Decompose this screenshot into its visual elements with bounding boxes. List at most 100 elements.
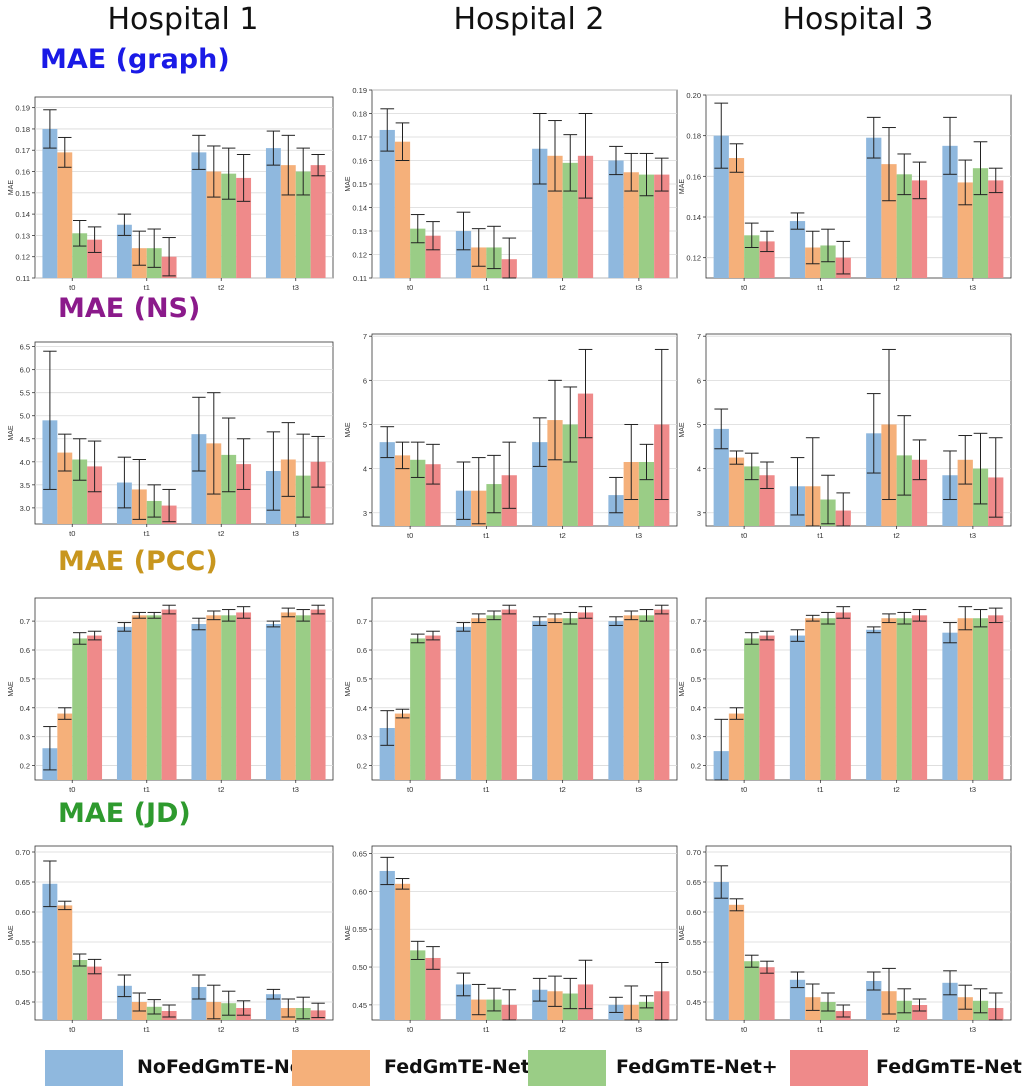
x-tick-label: t1 — [817, 785, 823, 794]
row-title-pcc: MAE (PCC) — [58, 546, 218, 577]
y-tick-label: 0.15 — [15, 189, 30, 198]
bar-fedgmte-net-t0 — [728, 713, 745, 780]
bar-fedgmte-net-plus-t0 — [72, 638, 88, 780]
y-axis-label: MAE — [679, 681, 686, 697]
x-tick-label: t0 — [741, 1025, 747, 1034]
chart-jd-hospital-1: 0.45 0.50 0.55 0.60 0.65 0.70 MAE t0 t1 t2 t3 — [8, 845, 334, 1034]
bar-nofedgmte-net-t3 — [942, 632, 958, 780]
bar-fedgmte-net-plus-plus-t1 — [835, 612, 851, 780]
bar-nofedgmte-net-t1 — [789, 221, 806, 278]
x-tick-label: t1 — [144, 785, 150, 794]
bar-fedgmte-net-plus-t3 — [638, 1001, 655, 1020]
bar-nofedgmte-net-t0 — [379, 442, 395, 526]
x-tick-label: t2 — [893, 1025, 899, 1034]
bar-fedgmte-net-t2 — [206, 171, 222, 278]
x-tick-label: t3 — [636, 531, 642, 540]
bar-fedgmte-net-t2 — [206, 615, 222, 780]
bar-nofedgmte-net-t3 — [942, 475, 958, 526]
x-tick-label: t1 — [483, 531, 489, 540]
bar-fedgmte-net-plus-t3 — [638, 174, 655, 278]
bar-fedgmte-net-plus-plus-t0 — [759, 635, 775, 780]
legend-swatch-fedgmte-net — [292, 1050, 370, 1086]
y-tick-label: 0.16 — [15, 168, 30, 177]
bar-fedgmte-net-plus-plus-t0 — [425, 464, 441, 526]
bar-fedgmte-net-t0 — [728, 158, 745, 278]
x-tick-label: t0 — [407, 531, 413, 540]
bar-fedgmte-net-plus-t2 — [562, 424, 578, 526]
bar-nofedgmte-net-t2 — [866, 137, 882, 278]
y-tick-label: 6 — [363, 376, 367, 385]
chart-graph-hospital-2: 0.11 0.12 0.13 0.14 0.15 0.16 0.17 0.18 0.19 MAE t… — [345, 86, 678, 292]
bar-nofedgmte-net-t2 — [532, 621, 548, 780]
bar-fedgmte-net-plus-t0 — [410, 950, 426, 1020]
y-tick-label: 3 — [697, 509, 701, 518]
y-tick-label: 4 — [697, 465, 701, 474]
bar-nofedgmte-net-t3 — [265, 994, 281, 1020]
bar-fedgmte-net-plus-t2 — [562, 618, 578, 780]
bar-nofedgmte-net-t0 — [379, 129, 395, 278]
bar-nofedgmte-net-t1 — [116, 985, 132, 1020]
y-tick-label: 4.0 — [20, 458, 30, 467]
y-axis-label: MAE — [345, 422, 352, 438]
x-tick-label: t0 — [741, 785, 747, 794]
bar-fedgmte-net-t1 — [471, 618, 487, 780]
bar-fedgmte-net-plus-plus-t0 — [759, 967, 775, 1020]
y-tick-label: 0.50 — [15, 968, 30, 977]
y-tick-label: 0.20 — [686, 91, 701, 100]
x-tick-label: t1 — [144, 283, 150, 292]
x-tick-label: t3 — [293, 529, 299, 538]
bar-fedgmte-net-plus-t3 — [972, 168, 989, 278]
y-tick-label: 0.12 — [15, 253, 30, 262]
bar-fedgmte-net-plus-t2 — [221, 615, 237, 780]
bar-nofedgmte-net-t0 — [713, 882, 729, 1020]
bar-fedgmte-net-plus-plus-t0 — [425, 235, 441, 278]
y-tick-label: 0.7 — [691, 617, 701, 626]
bar-fedgmte-net-plus-plus-t2 — [577, 155, 594, 278]
y-tick-label: 6.0 — [20, 366, 30, 375]
y-tick-label: 0.2 — [20, 762, 30, 771]
bar-fedgmte-net-plus-t0 — [744, 235, 760, 278]
y-tick-label: 0.7 — [20, 617, 30, 626]
bar-fedgmte-net-plus-plus-t2 — [236, 177, 252, 278]
y-tick-label: 0.2 — [357, 762, 367, 771]
bar-nofedgmte-net-t2 — [191, 434, 207, 524]
legend-label-fedgmte-net: FedGmTE-Net — [384, 1056, 530, 1078]
bar-fedgmte-net-plus-t1 — [486, 615, 502, 780]
y-tick-label: 0.14 — [352, 204, 367, 213]
bar-nofedgmte-net-t0 — [42, 883, 58, 1020]
x-tick-label: t3 — [636, 1025, 642, 1034]
y-tick-label: 0.55 — [352, 925, 367, 934]
bar-fedgmte-net-plus-plus-t2 — [236, 464, 252, 524]
bar-nofedgmte-net-t1 — [455, 984, 472, 1020]
x-tick-label: t1 — [144, 529, 150, 538]
bar-fedgmte-net-plus-plus-t2 — [577, 612, 594, 780]
y-tick-label: 0.17 — [352, 133, 367, 142]
y-tick-label: 0.7 — [357, 617, 367, 626]
x-tick-label: t0 — [69, 1025, 75, 1034]
bar-nofedgmte-net-t1 — [789, 635, 806, 780]
y-tick-label: 0.18 — [686, 132, 701, 141]
bar-fedgmte-net-plus-t2 — [896, 618, 912, 780]
bar-fedgmte-net-t0 — [394, 141, 411, 278]
bar-nofedgmte-net-t2 — [532, 989, 548, 1020]
bar-nofedgmte-net-t0 — [713, 135, 729, 278]
bar-fedgmte-net-t0 — [394, 713, 411, 780]
y-tick-label: 0.18 — [352, 110, 367, 119]
y-tick-label: 0.65 — [352, 850, 367, 859]
x-tick-label: t1 — [483, 1025, 489, 1034]
y-tick-label: 0.6 — [691, 646, 701, 655]
bar-fedgmte-net-t2 — [547, 420, 563, 526]
chart-ns-hospital-2: 3 4 5 6 7 MAE t0 t1 t2 t3 — [345, 332, 678, 540]
bar-fedgmte-net-plus-t0 — [72, 459, 88, 524]
bar-nofedgmte-net-t1 — [789, 979, 806, 1020]
bar-fedgmte-net-plus-t3 — [295, 615, 311, 780]
x-tick-label: t1 — [817, 283, 823, 292]
y-axis-label: MAE — [8, 180, 15, 196]
bar-fedgmte-net-t0 — [57, 713, 73, 780]
bar-fedgmte-net-plus-plus-t1 — [501, 609, 517, 780]
chart-jd-hospital-3: 0.45 0.50 0.55 0.60 0.65 0.70 MAE t0 t1 t2 t3 — [679, 845, 1012, 1034]
bar-fedgmte-net-plus-plus-t0 — [425, 635, 441, 780]
bar-fedgmte-net-plus-plus-t0 — [87, 466, 103, 524]
y-tick-label: 0.55 — [686, 938, 701, 947]
bar-fedgmte-net-plus-plus-t3 — [988, 615, 1004, 780]
